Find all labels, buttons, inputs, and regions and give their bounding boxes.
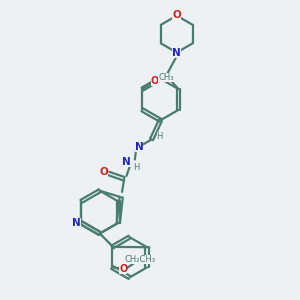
Text: O: O [172, 11, 181, 20]
Text: H: H [157, 132, 163, 141]
Text: N: N [122, 158, 131, 167]
Text: O: O [100, 167, 108, 177]
Text: N: N [172, 48, 181, 58]
Text: O: O [119, 264, 128, 274]
Text: CH₃: CH₃ [158, 73, 174, 82]
Text: CH₂CH₃: CH₂CH₃ [124, 255, 155, 264]
Text: O: O [151, 76, 159, 86]
Text: H: H [134, 163, 140, 172]
Text: N: N [135, 142, 143, 152]
Text: N: N [72, 218, 81, 228]
